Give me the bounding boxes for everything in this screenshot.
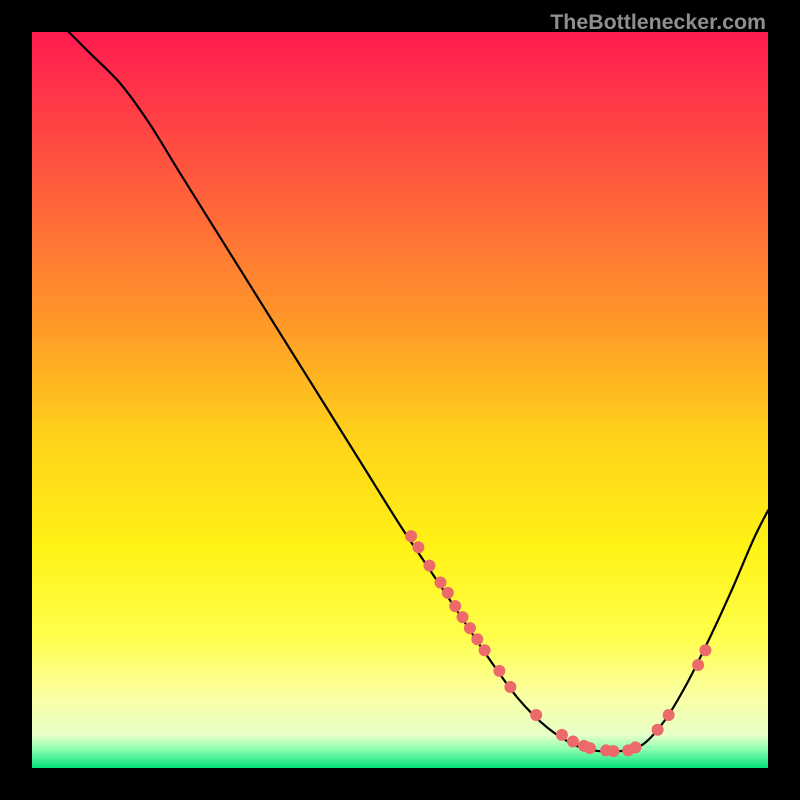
data-marker [663, 709, 675, 721]
data-marker [699, 644, 711, 656]
data-marker [412, 541, 424, 553]
watermark-text: TheBottlenecker.com [550, 10, 766, 35]
data-marker [556, 729, 568, 741]
data-marker [434, 577, 446, 589]
gradient-background [32, 32, 768, 768]
data-marker [442, 587, 454, 599]
data-marker [630, 741, 642, 753]
data-marker [479, 644, 491, 656]
plot-area [32, 32, 768, 768]
chart-svg [32, 32, 768, 768]
data-marker [504, 681, 516, 693]
data-marker [464, 622, 476, 634]
data-marker [457, 611, 469, 623]
data-marker [449, 600, 461, 612]
data-marker [652, 724, 664, 736]
data-marker [607, 745, 619, 757]
data-marker [423, 560, 435, 572]
data-marker [493, 665, 505, 677]
data-marker [567, 736, 579, 748]
data-marker [405, 530, 417, 542]
data-marker [584, 742, 596, 754]
data-marker [471, 633, 483, 645]
data-marker [530, 709, 542, 721]
data-marker [692, 659, 704, 671]
